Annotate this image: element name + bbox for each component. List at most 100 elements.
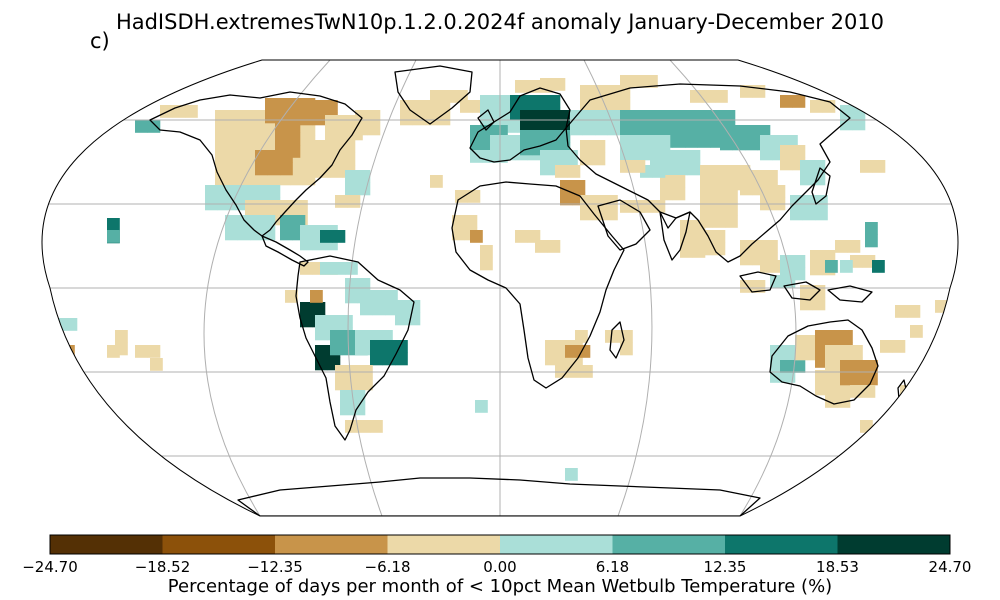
grid-cell <box>645 122 658 136</box>
grid-cell <box>672 175 686 188</box>
grid-cell <box>757 125 771 138</box>
grid-cell <box>430 90 443 103</box>
grid-cell <box>277 98 291 111</box>
grid-cell <box>330 330 343 343</box>
grid-cell <box>135 345 148 358</box>
grid-cell <box>250 227 263 241</box>
colorbar-label: Percentage of days per month of < 10pct … <box>167 576 833 597</box>
grid-cell <box>565 345 578 358</box>
grid-cell <box>800 172 813 186</box>
grid-cell <box>357 420 371 433</box>
grid-cell <box>262 215 276 228</box>
grid-cell <box>792 267 806 281</box>
grid-cell <box>280 162 293 176</box>
grid-cell <box>215 122 228 136</box>
grid-cell <box>355 342 368 356</box>
grid-cell <box>185 105 198 118</box>
grid-cell <box>770 357 783 371</box>
grid-cell <box>315 315 328 328</box>
grid-cell <box>395 312 408 326</box>
grid-cell <box>580 140 593 153</box>
grid-cell <box>147 120 161 133</box>
grid-cell <box>227 135 241 148</box>
grid-cell <box>437 100 451 113</box>
grid-cell <box>370 420 383 433</box>
grid-cell <box>825 260 838 273</box>
grid-cell <box>255 185 268 198</box>
grid-cell <box>287 145 301 158</box>
grid-cell <box>660 122 673 136</box>
grid-cell <box>580 85 593 98</box>
grid-cell <box>822 250 836 263</box>
grid-cell <box>567 165 581 178</box>
grid-cell <box>690 90 703 103</box>
grid-cell <box>907 305 921 318</box>
grid-cell <box>285 290 298 303</box>
grid-cell <box>370 340 383 353</box>
grid-cell <box>800 297 813 311</box>
grid-cell <box>342 152 356 166</box>
grid-cell <box>720 137 733 151</box>
grid-cell <box>237 215 251 228</box>
grid-cell <box>580 365 593 378</box>
grid-cell <box>780 95 793 108</box>
grid-cell <box>320 230 333 243</box>
colorbar-segment <box>387 535 501 554</box>
grid-cell <box>372 290 386 303</box>
grid-cell <box>312 112 326 126</box>
grid-cell <box>780 360 793 373</box>
grid-cell <box>645 135 658 148</box>
grid-cell <box>540 78 553 91</box>
grid-cell <box>815 195 828 208</box>
grid-cell <box>752 240 766 253</box>
grid-cell <box>592 140 606 153</box>
grid-cell <box>810 100 823 113</box>
grid-cell <box>252 135 266 148</box>
grid-cell <box>327 315 341 328</box>
grid-cell <box>740 170 753 183</box>
grid-cell <box>712 177 726 191</box>
grid-cell <box>312 302 326 315</box>
grid-cell <box>502 135 516 148</box>
grid-cell <box>740 182 753 196</box>
grid-cell <box>685 135 698 148</box>
grid-cell <box>680 245 693 258</box>
grid-cell <box>317 152 331 166</box>
grid-cell <box>300 225 313 238</box>
grid-cell <box>340 402 353 416</box>
grid-cell <box>464 215 478 228</box>
grid-cell <box>515 80 528 93</box>
grid-cell <box>740 85 753 98</box>
colorbar-tick-label: −18.52 <box>134 558 191 576</box>
grid-cell <box>380 330 393 343</box>
grid-cell <box>840 382 853 396</box>
grid-cell <box>430 175 443 188</box>
grid-cell <box>772 135 786 148</box>
grid-cell <box>310 290 323 303</box>
grid-cell <box>815 207 828 221</box>
grid-cell <box>300 237 313 251</box>
grid-cell <box>910 325 923 338</box>
grid-cell <box>850 255 863 268</box>
grid-cell <box>540 150 553 163</box>
grid-cell <box>872 260 885 273</box>
grid-cell <box>475 400 488 413</box>
grid-cell <box>535 240 548 253</box>
grid-cell <box>567 365 581 378</box>
grid-cell <box>745 137 758 151</box>
grid-cell <box>620 147 633 161</box>
grid-cell <box>792 360 806 373</box>
grid-cell <box>480 95 493 108</box>
grid-cell <box>355 330 368 343</box>
grid-cell <box>287 120 301 133</box>
grid-cell <box>147 345 161 358</box>
grid-cell <box>345 182 358 196</box>
grid-cell <box>895 305 908 318</box>
globe-outline <box>41 59 959 517</box>
grid-cell <box>880 340 893 353</box>
grid-cell <box>290 98 303 111</box>
grid-cell <box>107 345 120 358</box>
grid-cell <box>367 330 381 343</box>
grid-cell <box>282 200 296 213</box>
